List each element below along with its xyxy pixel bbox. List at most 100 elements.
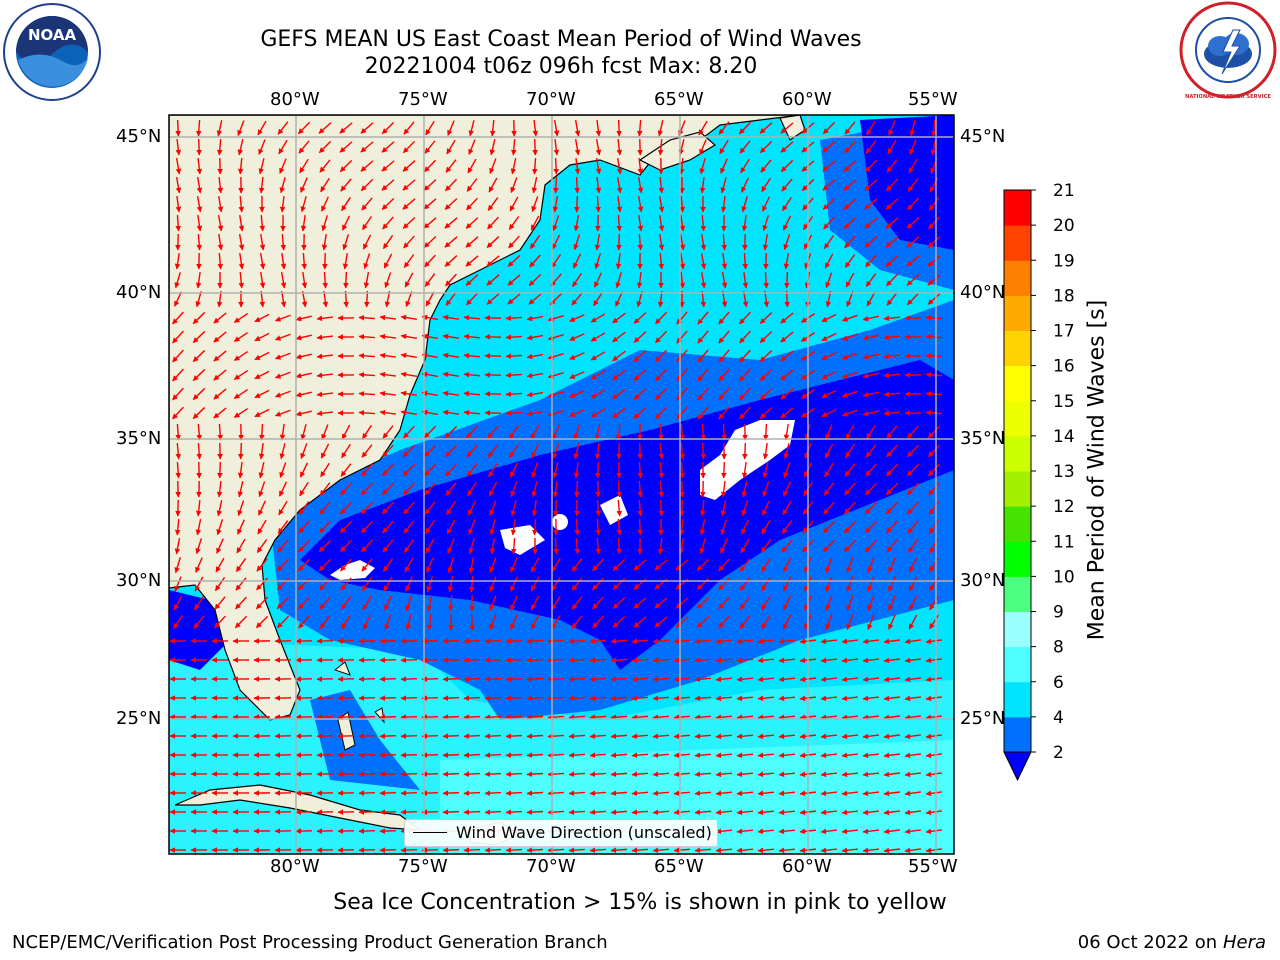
wave-direction-arrow — [821, 313, 837, 323]
wave-direction-arrow — [358, 409, 376, 416]
wave-direction-arrow — [679, 271, 686, 289]
colorbar-tick-label: 18 — [1053, 286, 1075, 306]
wave-direction-arrow — [216, 500, 223, 517]
wave-direction-arrow — [699, 139, 707, 155]
wave-direction-arrow — [825, 595, 833, 612]
wave-direction-arrow — [363, 253, 371, 270]
wave-direction-arrow — [612, 559, 626, 571]
wave-direction-arrow — [569, 371, 585, 379]
wave-direction-arrow — [929, 576, 939, 592]
wave-direction-arrow — [484, 847, 502, 853]
wave-direction-arrow — [718, 368, 730, 382]
wave-direction-arrow — [864, 501, 878, 515]
wave-direction-arrow — [509, 462, 519, 478]
wave-direction-arrow — [718, 577, 730, 591]
wave-direction-arrow — [384, 614, 392, 631]
wave-direction-arrow — [510, 518, 517, 536]
wave-direction-arrow — [763, 271, 769, 289]
wave-direction-arrow — [505, 657, 523, 663]
wave-direction-arrow — [510, 557, 518, 573]
wave-direction-arrow — [530, 215, 540, 231]
wave-direction-arrow — [379, 638, 397, 644]
wave-direction-arrow — [573, 461, 580, 479]
wave-direction-arrow — [573, 234, 581, 251]
wave-direction-arrow — [759, 140, 773, 154]
wave-direction-arrow — [489, 500, 497, 516]
wave-direction-arrow — [447, 538, 455, 554]
wave-direction-arrow — [484, 695, 502, 701]
wave-direction-arrow — [402, 140, 416, 154]
wave-direction-arrow — [783, 423, 790, 441]
wave-direction-arrow — [822, 520, 836, 534]
wave-direction-arrow — [508, 235, 520, 249]
wave-direction-arrow — [339, 141, 353, 153]
wave-direction-arrow — [821, 351, 837, 361]
wave-direction-arrow — [489, 557, 497, 573]
colorbar-segment — [1004, 330, 1031, 367]
wave-direction-arrow — [508, 425, 520, 439]
wave-direction-arrow — [526, 372, 543, 379]
wave-direction-arrow — [595, 537, 602, 555]
wave-direction-arrow — [783, 443, 790, 460]
wave-direction-arrow — [259, 233, 266, 251]
colorbar: 2 4 6 8 9 10 11 12 13 14 15 16 17 18 19 20 21 — [1003, 181, 1075, 782]
wave-direction-arrow — [505, 714, 523, 720]
wave-direction-arrow — [929, 595, 939, 611]
wave-direction-arrow — [528, 293, 542, 305]
wave-direction-arrow — [678, 538, 685, 555]
wave-direction-arrow — [445, 482, 457, 496]
wave-direction-arrow — [697, 330, 709, 344]
wave-direction-arrow — [885, 463, 899, 477]
wave-direction-arrow — [505, 752, 523, 758]
wave-direction-arrow — [698, 120, 708, 136]
wave-direction-arrow — [616, 176, 623, 194]
wave-direction-arrow — [615, 272, 622, 289]
wave-direction-arrow — [657, 138, 664, 156]
wave-direction-arrow — [400, 638, 418, 644]
wave-direction-arrow — [175, 480, 181, 498]
wave-direction-arrow — [697, 368, 709, 382]
wave-direction-arrow — [195, 271, 202, 289]
wave-direction-arrow — [552, 462, 559, 479]
wave-direction-arrow — [927, 274, 941, 286]
wave-direction-arrow — [442, 352, 460, 359]
wave-direction-arrow — [654, 559, 668, 571]
wave-direction-arrow — [358, 847, 376, 853]
wave-direction-arrow — [886, 425, 898, 439]
wave-direction-arrow — [551, 557, 561, 573]
wave-direction-arrow — [721, 461, 727, 479]
wave-direction-arrow — [341, 196, 351, 212]
wave-direction-arrow — [864, 198, 878, 210]
wave-direction-arrow — [444, 178, 458, 192]
wave-direction-arrow — [279, 195, 286, 213]
wave-direction-arrow — [637, 499, 644, 517]
wave-direction-arrow — [616, 119, 622, 137]
wave-direction-arrow — [255, 596, 269, 610]
wave-direction-arrow — [360, 178, 374, 192]
wave-direction-arrow — [402, 463, 416, 477]
wave-direction-arrow — [442, 333, 460, 340]
wave-direction-arrow — [381, 482, 395, 496]
wave-direction-arrow — [906, 255, 920, 267]
wave-direction-arrow — [574, 518, 580, 536]
wave-direction-arrow — [358, 352, 376, 359]
wave-direction-arrow — [381, 160, 395, 172]
wave-direction-arrow — [274, 314, 291, 322]
wave-direction-arrow — [358, 733, 376, 739]
wave-direction-arrow — [719, 139, 729, 155]
wave-direction-arrow — [739, 387, 751, 401]
wave-direction-arrow — [175, 461, 182, 479]
wave-direction-arrow — [574, 138, 581, 156]
wave-direction-arrow — [174, 518, 181, 536]
wave-direction-arrow — [339, 539, 353, 553]
wave-direction-arrow — [426, 613, 433, 631]
wave-direction-arrow — [699, 499, 706, 517]
wave-direction-arrow — [885, 501, 899, 515]
wave-direction-arrow — [526, 809, 544, 815]
wave-direction-arrow — [258, 481, 266, 498]
wave-direction-arrow — [761, 576, 771, 592]
wave-direction-arrow — [280, 271, 287, 289]
wave-direction-arrow — [547, 334, 564, 341]
wave-direction-arrow — [400, 333, 418, 340]
wave-direction-arrow — [463, 809, 481, 815]
